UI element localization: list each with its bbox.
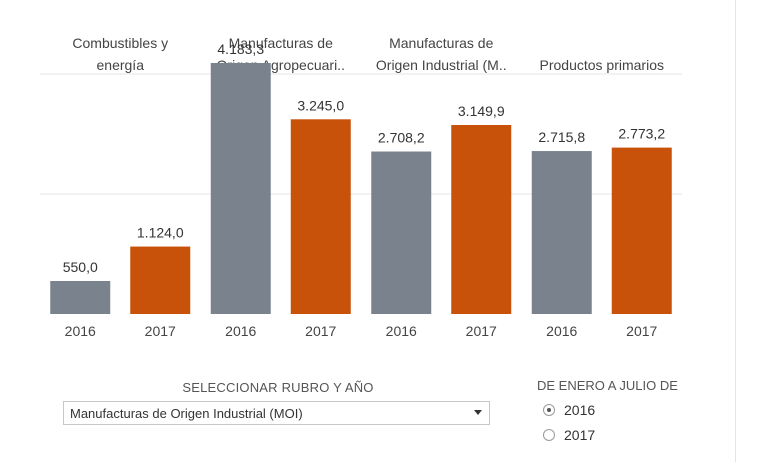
x-tick-label: 2017: [466, 323, 497, 339]
chevron-down-icon[interactable]: [474, 410, 482, 415]
bar-chart: Combustibles y energía 550,0 2016 1.124,0 201…: [40, 35, 682, 339]
group-header-label: energía: [97, 57, 145, 73]
bar-value-label: 3.245,0: [297, 97, 344, 113]
radio-button-icon[interactable]: [543, 404, 555, 416]
bar-value-label: 2.715,8: [538, 129, 585, 145]
group-header-label: Manufacturas de: [389, 35, 493, 51]
bar: [371, 151, 432, 314]
radio-group-title: DE ENERO A JULIO DE: [537, 378, 678, 393]
x-tick-label: 2016: [386, 323, 417, 339]
bar: [611, 147, 672, 314]
x-tick-label: 2016: [225, 323, 256, 339]
bar-value-label: 1.124,0: [137, 225, 184, 241]
dropdown-selected-value: Manufacturas de Origen Industrial (MOI): [70, 406, 303, 421]
bar: [210, 63, 271, 314]
x-tick-label: 2017: [626, 323, 657, 339]
bar: [130, 246, 191, 314]
group-header-label: Origen Industrial (M..: [376, 57, 507, 73]
page-frame: [735, 0, 736, 462]
bar: [451, 125, 512, 314]
radio-label: 2016: [564, 402, 596, 418]
selector-title: SELECCIONAR RUBRO Y AÑO: [182, 380, 374, 395]
bar-value-label: 4.183,3: [217, 41, 264, 57]
bar: [50, 281, 111, 314]
radio-selected-dot: [547, 408, 551, 412]
bar-value-label: 2.773,2: [618, 126, 665, 142]
bar-value-label: 3.149,9: [458, 103, 505, 119]
radio-button-icon[interactable]: [543, 429, 555, 441]
x-tick-label: 2016: [546, 323, 577, 339]
group-header-label: Combustibles y: [72, 35, 168, 51]
radio-label: 2017: [564, 427, 596, 443]
bar-value-label: 2.708,2: [378, 130, 425, 146]
group-header-label: Productos primarios: [540, 57, 665, 73]
group-header-label: Manufacturas de: [229, 35, 333, 51]
x-tick-label: 2017: [305, 323, 336, 339]
rubro-dropdown[interactable]: Manufacturas de Origen Industrial (MOI): [63, 401, 490, 425]
x-tick-label: 2017: [145, 323, 176, 339]
x-tick-label: 2016: [65, 323, 96, 339]
bar: [290, 119, 351, 314]
bar: [531, 151, 592, 314]
bar-value-label: 550,0: [63, 259, 98, 275]
